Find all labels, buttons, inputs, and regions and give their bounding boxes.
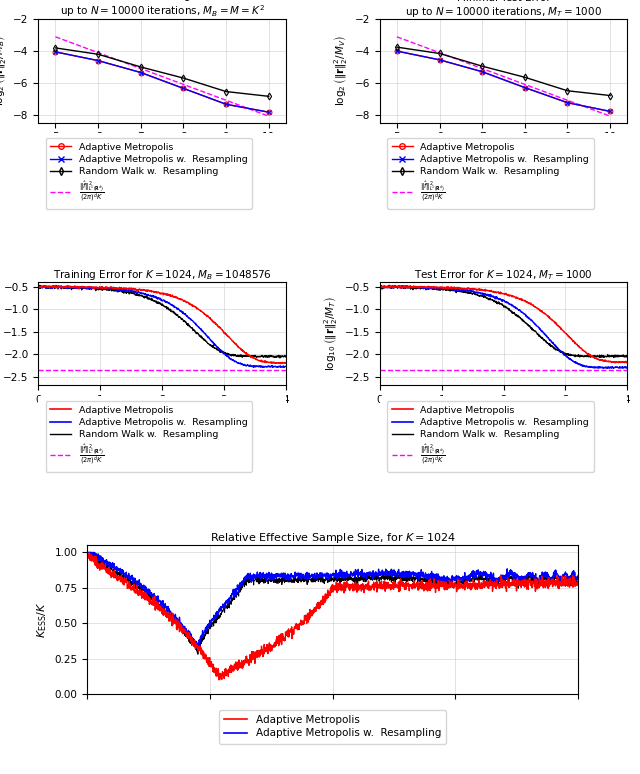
Title: Relative Effective Sample Size, for $K = 1024$: Relative Effective Sample Size, for $K =…: [210, 531, 456, 546]
Legend: Adaptive Metropolis, Adaptive Metropolis w.  Resampling, Random Walk w.  Resampl: Adaptive Metropolis, Adaptive Metropolis…: [45, 401, 252, 472]
Y-axis label: $\log_2\left(\|\mathbf{r}\|_2^2/M_B\right)$: $\log_2\left(\|\mathbf{r}\|_2^2/M_B\righ…: [0, 36, 8, 107]
Title: Test Error for $K = 1024$, $M_T = 1000$: Test Error for $K = 1024$, $M_T = 1000$: [414, 269, 593, 283]
X-axis label: $\log_{10}(n+1)$, for $n$ = number of iterations: $\log_{10}(n+1)$, for $n$ = number of it…: [61, 411, 263, 425]
X-axis label: $\log_{10}(n+1)$, for $n$ = number of iterations: $\log_{10}(n+1)$, for $n$ = number of it…: [218, 720, 448, 734]
Title: Training Error for $K = 1024$, $M_B = 1048576$: Training Error for $K = 1024$, $M_B = 10…: [52, 269, 271, 283]
X-axis label: $\log_2 K$: $\log_2 K$: [486, 148, 520, 162]
Legend: Adaptive Metropolis, Adaptive Metropolis w.  Resampling, Random Walk w.  Resampl: Adaptive Metropolis, Adaptive Metropolis…: [387, 138, 593, 209]
Title: Minimal Training Error
up to $N = 10000$ iterations, $M_B = M = K^2$: Minimal Training Error up to $N = 10000$…: [60, 0, 264, 19]
X-axis label: $\log_2 K$: $\log_2 K$: [145, 148, 179, 162]
X-axis label: $\log_{10}(n+1)$, for $n$ = number of iterations: $\log_{10}(n+1)$, for $n$ = number of it…: [403, 411, 605, 425]
Y-axis label: $\log_{10}\left(\|\mathbf{r}\|_2^2/M_T\right)$: $\log_{10}\left(\|\mathbf{r}\|_2^2/M_T\r…: [322, 296, 339, 372]
Y-axis label: $K_{\mathrm{ESS}}/K$: $K_{\mathrm{ESS}}/K$: [35, 601, 49, 638]
Legend: Adaptive Metropolis, Adaptive Metropolis w.  Resampling, Random Walk w.  Resampl: Adaptive Metropolis, Adaptive Metropolis…: [45, 138, 252, 209]
Y-axis label: $\log_2\left(\|\mathbf{r}\|_2^2/M_V\right)$: $\log_2\left(\|\mathbf{r}\|_2^2/M_V\righ…: [332, 36, 349, 107]
Legend: Adaptive Metropolis, Adaptive Metropolis w.  Resampling, Random Walk w.  Resampl: Adaptive Metropolis, Adaptive Metropolis…: [387, 401, 593, 472]
Title: Minimal Test Error
up to $N = 10000$ iterations, $M_T = 1000$: Minimal Test Error up to $N = 10000$ ite…: [405, 0, 602, 19]
Legend: Adaptive Metropolis, Adaptive Metropolis w.  Resampling: Adaptive Metropolis, Adaptive Metropolis…: [220, 710, 446, 744]
